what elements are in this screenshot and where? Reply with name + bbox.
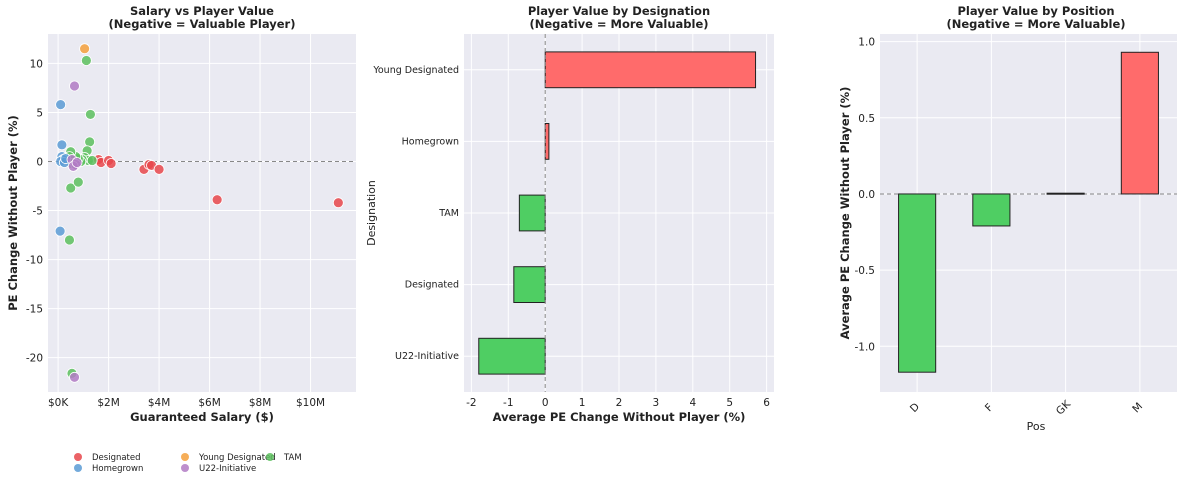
scatter-point	[54, 225, 66, 237]
designation-bar-chart: -2 -1 0 1 2 3 4 5 6 Young Designated Homegrown TAM…	[365, 4, 774, 424]
position-y-tick-label: -1.0	[855, 341, 876, 353]
scatter-x-axis-label: Guaranteed Salary ($)	[130, 410, 274, 424]
scatter-legend-label: U22-Initiative	[199, 464, 256, 474]
position-y-tick-label: 0.0	[858, 189, 875, 201]
scatter-legend-label: Young Designated	[198, 453, 276, 463]
designation-category-label: Young Designated	[372, 65, 459, 76]
scatter-plot-area	[48, 34, 356, 392]
designation-bar	[518, 194, 546, 232]
position-bar	[1120, 51, 1159, 195]
scatter-y-tick-label: -10	[26, 255, 43, 267]
designation-y-axis-label: Designation	[365, 180, 378, 246]
scatter-x-tick-label: $10M	[296, 397, 325, 409]
scatter-title: Salary vs Player Value	[130, 4, 274, 18]
scatter-point	[85, 109, 96, 120]
position-subtitle: (Negative = More Valuable)	[946, 17, 1125, 31]
scatter-point	[79, 43, 91, 55]
scatter-y-axis-label: PE Change Without Player (%)	[6, 115, 20, 311]
scatter-x-tick-label: $8M	[249, 397, 271, 409]
position-x-axis-label: Pos	[1027, 420, 1046, 433]
scatter-point	[332, 197, 344, 209]
scatter-legend-marker	[181, 464, 189, 472]
scatter-point	[72, 176, 84, 188]
scatter-y-tick-label: 5	[36, 107, 43, 119]
position-bar	[1046, 192, 1085, 195]
designation-category-label: Designated	[405, 280, 459, 291]
scatter-legend-marker	[74, 453, 82, 461]
position-category-label: F	[983, 401, 996, 414]
scatter-point	[69, 371, 80, 383]
scatter-point	[80, 55, 92, 66]
scatter-point	[56, 139, 68, 151]
scatter-x-tick-label: $0K	[48, 397, 69, 409]
designation-title: Player Value by Designation	[528, 4, 710, 18]
scatter-point	[71, 157, 83, 168]
designation-subtitle: (Negative = More Valuable)	[529, 17, 708, 31]
scatter-point	[84, 136, 96, 148]
scatter-y-tick-label: -20	[26, 353, 43, 365]
scatter-point	[105, 158, 117, 169]
position-y-tick-label: -0.5	[855, 265, 876, 277]
position-category-label: GK	[1054, 398, 1074, 418]
scatter-x-tick-label: $4M	[148, 397, 170, 409]
scatter-point	[64, 234, 75, 246]
scatter-point	[211, 194, 223, 206]
position-category-label: D	[908, 401, 922, 415]
designation-bar	[478, 337, 546, 375]
designation-bar	[544, 51, 757, 89]
scatter-legend-marker	[181, 453, 189, 461]
position-title: Player Value by Position	[957, 4, 1114, 18]
position-category-label: M	[1130, 400, 1145, 415]
scatter-legend-label: Homegrown	[92, 464, 143, 474]
designation-x-tick-label: 6	[763, 397, 770, 409]
designation-x-tick-label: 3	[653, 397, 660, 409]
designation-category-label: TAM	[438, 208, 459, 219]
position-bar	[972, 193, 1011, 227]
scatter-point	[86, 155, 98, 166]
scatter-legend-label: Designated	[92, 453, 141, 463]
scatter-y-tick-label: -5	[33, 206, 43, 218]
designation-x-tick-label: 4	[689, 397, 696, 409]
designation-x-tick-label: -2	[466, 397, 476, 409]
position-y-axis-label: Average PE Change Without Player (%)	[838, 87, 852, 340]
designation-bar	[544, 123, 550, 160]
scatter-y-tick-label: 10	[30, 58, 43, 70]
position-y-tick-label: 0.5	[858, 113, 875, 125]
designation-x-axis-label: Average PE Change Without Player (%)	[493, 410, 746, 424]
designation-x-tick-label: 1	[579, 397, 586, 409]
scatter-point	[65, 182, 77, 194]
designation-x-tick-label: 0	[542, 397, 549, 409]
scatter-legend-label: TAM	[283, 453, 302, 463]
position-bar	[898, 193, 937, 373]
scatter-x-tick-label: $6M	[198, 397, 220, 409]
scatter-legend: Designated Young Designated TAM Homegrown U2…	[74, 453, 302, 474]
scatter-legend-marker	[266, 453, 274, 461]
scatter-point	[69, 80, 80, 92]
designation-x-tick-label: 2	[616, 397, 623, 409]
scatter-legend-marker	[74, 464, 82, 472]
designation-x-tick-label: -1	[503, 397, 513, 409]
designation-x-tick-label: 5	[726, 397, 733, 409]
scatter-y-tick-label: -15	[26, 304, 43, 316]
scatter-point	[55, 99, 67, 111]
scatter-x-tick-label: $2M	[97, 397, 119, 409]
designation-bar	[513, 266, 546, 304]
position-bar-chart: D F GK M 1.0 0.5 0.0 -0.5 -1.0 Player Value by …	[838, 4, 1177, 433]
designation-category-label: Homegrown	[402, 136, 459, 147]
scatter-subtitle: (Negative = Valuable Player)	[109, 17, 296, 31]
scatter-chart: $0K $2M $4M $6M $8M $10M 10 5 0 -5 -10 -15 -20 Sala…	[6, 4, 356, 474]
position-y-tick-label: 1.0	[858, 37, 875, 49]
scatter-point	[153, 163, 165, 175]
designation-category-label: U22-Initiative	[395, 351, 459, 362]
scatter-y-tick-label: 0	[36, 157, 43, 169]
